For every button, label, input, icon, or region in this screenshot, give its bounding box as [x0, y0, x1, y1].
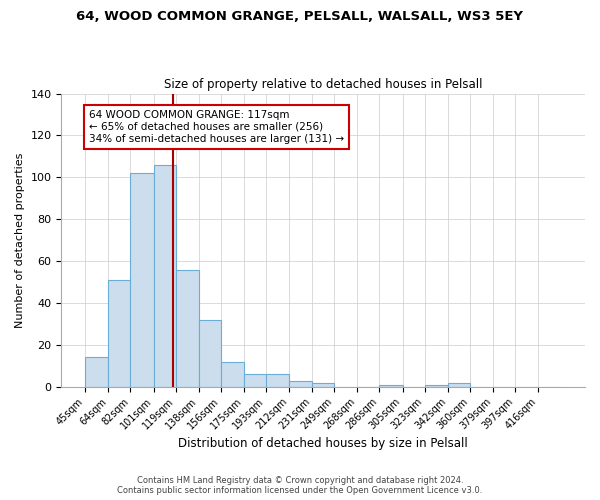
- Bar: [289, 380, 312, 387]
- Bar: [379, 384, 403, 387]
- Y-axis label: Number of detached properties: Number of detached properties: [15, 152, 25, 328]
- Bar: [425, 384, 448, 387]
- Bar: [266, 374, 289, 387]
- Bar: [312, 382, 334, 387]
- Bar: [109, 280, 130, 387]
- Bar: [199, 320, 221, 387]
- Bar: [130, 173, 154, 387]
- Title: Size of property relative to detached houses in Pelsall: Size of property relative to detached ho…: [164, 78, 482, 91]
- Bar: [85, 358, 109, 387]
- Bar: [244, 374, 266, 387]
- Text: 64, WOOD COMMON GRANGE, PELSALL, WALSALL, WS3 5EY: 64, WOOD COMMON GRANGE, PELSALL, WALSALL…: [77, 10, 523, 23]
- Bar: [448, 382, 470, 387]
- Bar: [176, 270, 199, 387]
- Bar: [154, 165, 176, 387]
- Text: 64 WOOD COMMON GRANGE: 117sqm
← 65% of detached houses are smaller (256)
34% of : 64 WOOD COMMON GRANGE: 117sqm ← 65% of d…: [89, 110, 344, 144]
- Bar: [221, 362, 244, 387]
- Text: Contains HM Land Registry data © Crown copyright and database right 2024.
Contai: Contains HM Land Registry data © Crown c…: [118, 476, 482, 495]
- X-axis label: Distribution of detached houses by size in Pelsall: Distribution of detached houses by size …: [178, 437, 468, 450]
